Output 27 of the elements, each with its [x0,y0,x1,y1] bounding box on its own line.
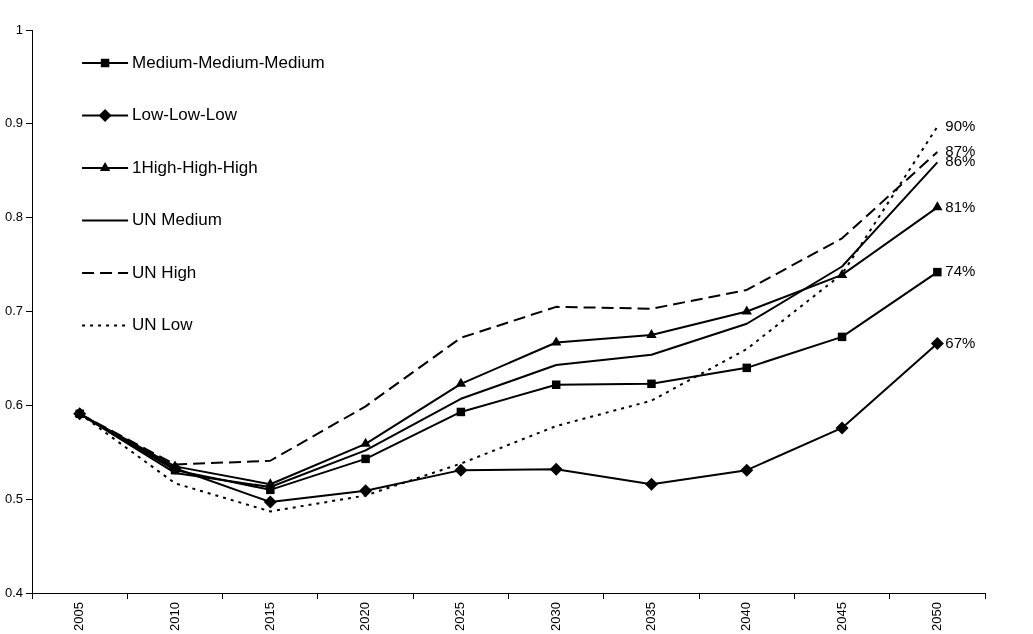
x-tick-label: 2045 [833,602,849,631]
legend-label: UN Medium [132,210,222,230]
y-tick-label: 0.4 [4,584,24,600]
y-tick-label: 0.7 [4,303,24,319]
data-label: 81% [945,197,976,215]
x-tick-label: 2005 [71,602,87,631]
x-tick-label: 2025 [452,602,468,631]
data-label: 67% [945,333,976,351]
y-tick-label: 0.9 [4,115,24,131]
legend-label: 1High-High-High [132,157,258,177]
y-tick-label: 1 [15,21,24,37]
y-tick-label: 0.6 [4,396,24,412]
legend-label: UN High [132,262,197,282]
x-tick-label: 2035 [643,602,659,631]
data-label: 90% [945,116,976,134]
y-tick-label: 0.5 [4,490,24,506]
x-tick-label: 2050 [928,602,944,631]
x-tick-label: 2010 [166,602,182,631]
legend-label: UN Low [132,315,194,335]
data-label: 74% [945,262,976,280]
y-tick-label: 0.8 [4,209,24,225]
legend-label: Medium-Medium-Medium [132,52,325,72]
x-tick-label: 2040 [738,602,754,631]
x-tick-label: 2020 [357,602,373,631]
x-tick-label: 2030 [547,602,563,631]
x-tick-label: 2015 [261,602,277,631]
legend-label: Low-Low-Low [132,105,238,125]
